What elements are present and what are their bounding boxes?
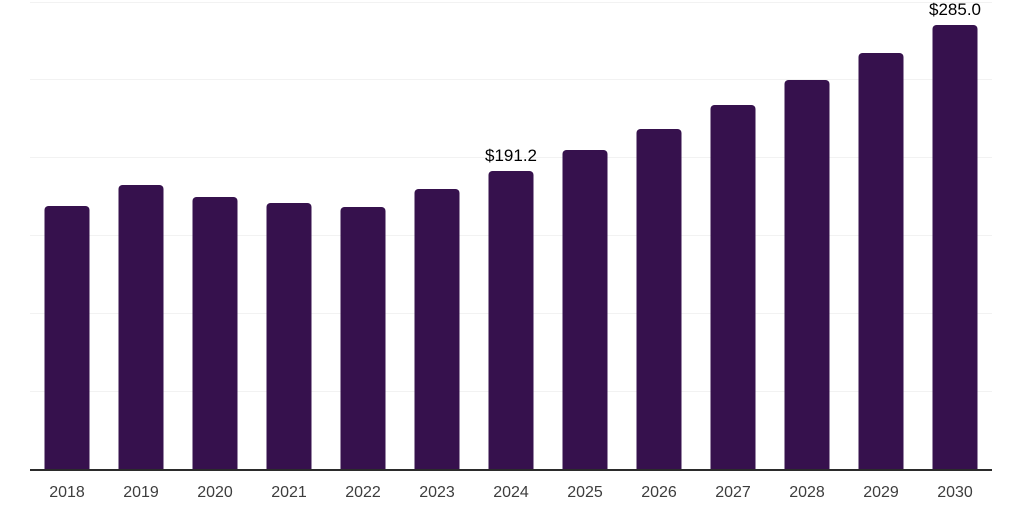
bar-cell-2023 xyxy=(400,0,474,471)
bar-2023 xyxy=(414,188,460,469)
bar-2022 xyxy=(340,206,386,469)
x-tick-label-2027: 2027 xyxy=(715,484,751,501)
bar-cell-2019 xyxy=(104,0,178,471)
x-tick-label-2028: 2028 xyxy=(789,484,825,501)
bar-cell-2029 xyxy=(844,0,918,471)
x-tick-label-2019: 2019 xyxy=(123,484,159,501)
x-tick-label-2020: 2020 xyxy=(197,484,233,501)
bar-cell-2028 xyxy=(770,0,844,471)
bar-cell-2025 xyxy=(548,0,622,471)
bar-2027 xyxy=(710,105,756,469)
x-axis-line xyxy=(30,469,992,471)
x-axis-tick-labels: 2018 2019 2020 2021 2022 2023 2024 2025 2026 2027… xyxy=(30,471,992,502)
x-tick-label-2022: 2022 xyxy=(345,484,381,501)
x-tick-label-2018: 2018 xyxy=(49,484,85,501)
bar-cell-2020 xyxy=(178,0,252,471)
x-tick-label-2026: 2026 xyxy=(641,484,677,501)
bar-2025 xyxy=(562,150,608,469)
bar-cell-2026 xyxy=(622,0,696,471)
data-label-2024: $191.2 xyxy=(485,146,537,166)
x-tick-label-2024: 2024 xyxy=(493,484,529,501)
bar-2019 xyxy=(118,184,164,469)
bar-cell-2030: $285.0 xyxy=(918,0,992,471)
bar-2021 xyxy=(266,202,312,469)
bar-cell-2022 xyxy=(326,0,400,471)
bar-cell-2018 xyxy=(30,0,104,471)
bar-2030 xyxy=(932,24,978,469)
bar-2024 xyxy=(488,171,534,469)
bar-2020 xyxy=(192,196,238,469)
bar-cell-2024: $191.2 xyxy=(474,0,548,471)
gridline-200 xyxy=(30,157,992,159)
bar-series: $191.2 $285.0 xyxy=(30,0,992,471)
gridline-300 xyxy=(30,1,992,3)
x-tick-label-2029: 2029 xyxy=(863,484,899,501)
bar-2018 xyxy=(44,205,90,469)
plot-area: $191.2 $285.0 xyxy=(30,0,992,471)
gridline-250 xyxy=(30,79,992,81)
bar-2028 xyxy=(784,80,830,469)
bar-2026 xyxy=(636,128,682,469)
bar-2029 xyxy=(858,53,904,469)
x-tick-label-2025: 2025 xyxy=(567,484,603,501)
x-tick-label-2023: 2023 xyxy=(419,484,455,501)
x-tick-label-2021: 2021 xyxy=(271,484,307,501)
bar-cell-2027 xyxy=(696,0,770,471)
bar-cell-2021 xyxy=(252,0,326,471)
x-tick-label-2030: 2030 xyxy=(937,484,973,501)
data-label-2030: $285.0 xyxy=(929,0,981,19)
